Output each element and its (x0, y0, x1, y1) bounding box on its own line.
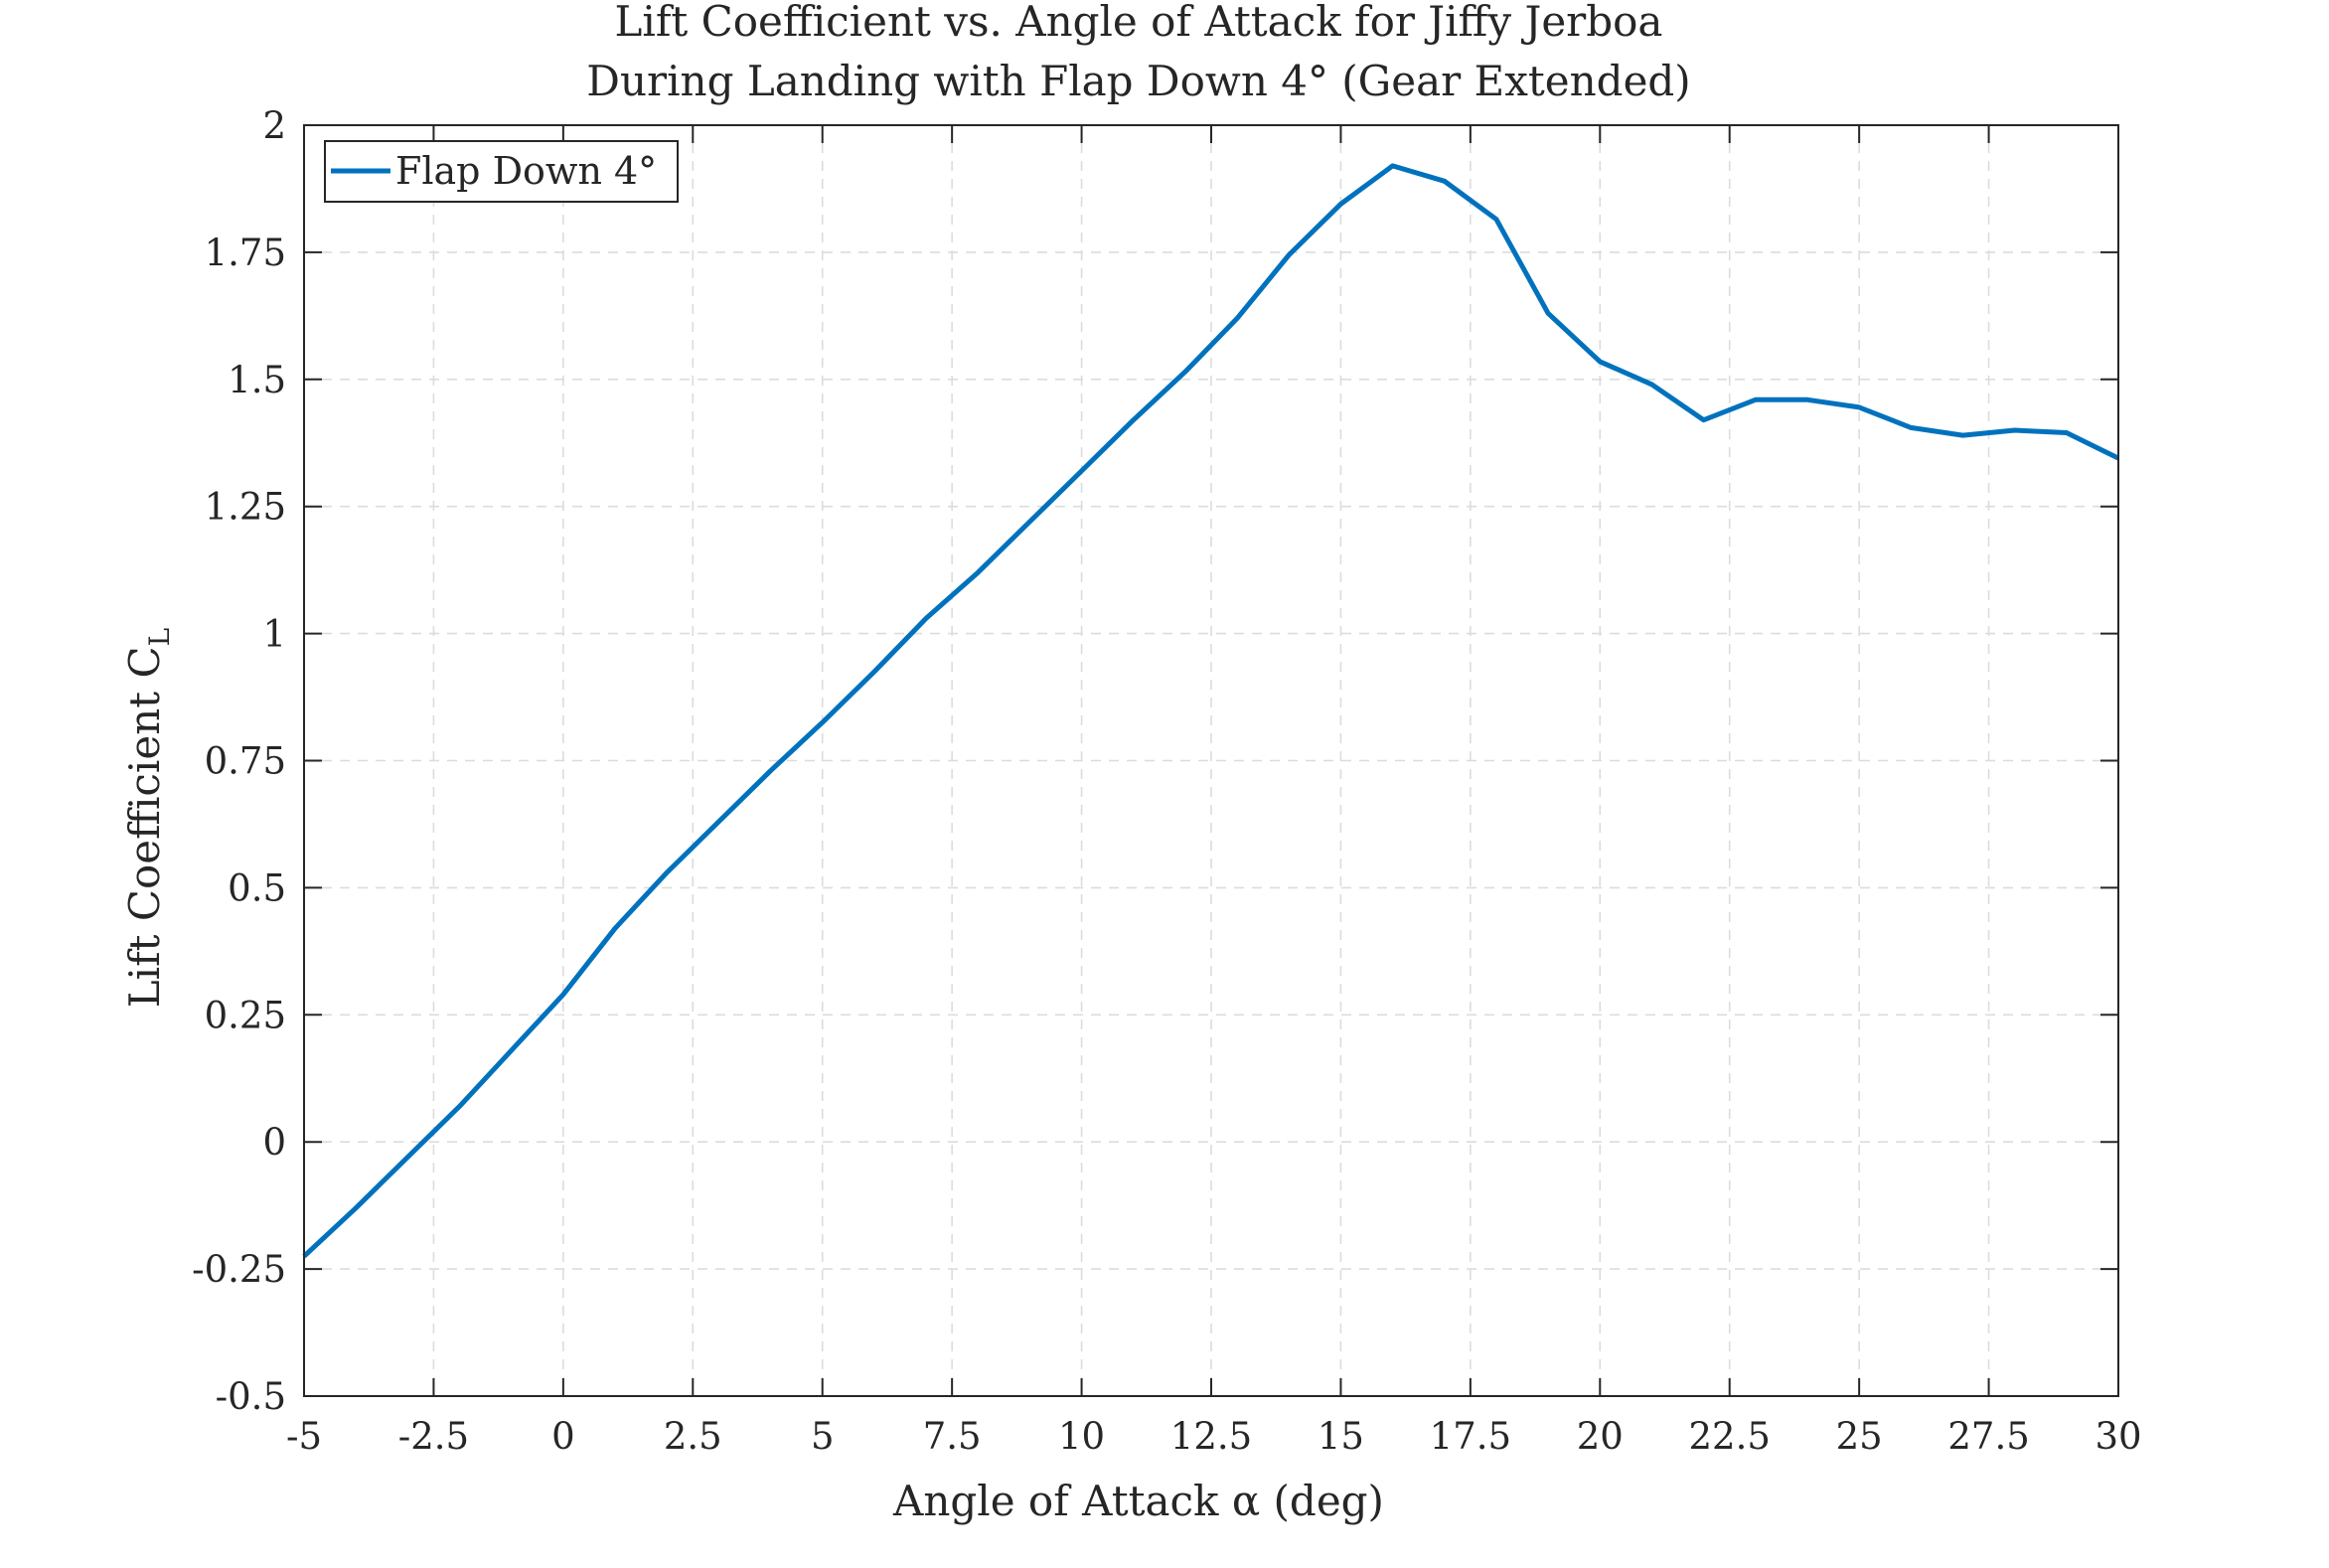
chart-title-line-1: Lift Coefficient vs. Angle of Attack for… (615, 0, 1663, 46)
y-tick-labels: -0.5 -0.25 0 0.25 0.5 0.75 1 1.25 1.5 1.75 2 (192, 104, 286, 1418)
y-tick-label: 0.75 (205, 740, 286, 783)
y-tick-label: 0.5 (228, 866, 286, 909)
series-line (302, 163, 2120, 1259)
x-tick-label: 27.5 (1947, 1415, 2029, 1458)
y-axis-label: Lift Coefficient CL (120, 628, 176, 1008)
x-tick-label: 5 (811, 1415, 835, 1458)
y-axis-label-subscript: L (143, 628, 176, 647)
y-tick-label: 1.25 (205, 486, 286, 529)
legend: Flap Down 4° (324, 140, 679, 203)
y-axis-label-main: Lift Coefficient C (120, 646, 169, 1008)
y-tick-label: 2 (262, 104, 286, 147)
x-tick-label: 0 (551, 1415, 575, 1458)
legend-entry-label: Flap Down 4° (395, 149, 657, 193)
grid (304, 125, 2118, 1396)
x-tick-labels: -5 -2.5 0 2.5 5 7.5 10 12.5 15 17.5 20 22.5 25 27.5 30 (286, 1415, 2142, 1458)
x-tick-label: 17.5 (1430, 1415, 1511, 1458)
x-tick-label: 12.5 (1170, 1415, 1252, 1458)
y-tick-label: -0.25 (192, 1248, 286, 1291)
x-tick-label: -5 (286, 1415, 322, 1458)
y-tick-label: -0.5 (216, 1375, 286, 1418)
x-tick-label: 2.5 (664, 1415, 722, 1458)
x-tick-label: -2.5 (398, 1415, 469, 1458)
y-tick-label: 1 (262, 613, 286, 656)
x-tick-label: 7.5 (923, 1415, 982, 1458)
y-tick-label: 1.5 (228, 359, 286, 401)
axis-ticks (303, 124, 2119, 1397)
x-tick-label: 30 (2095, 1415, 2141, 1458)
x-tick-label: 15 (1318, 1415, 1364, 1458)
x-tick-label: 22.5 (1689, 1415, 1771, 1458)
x-axis-label: Angle of Attack α (deg) (892, 1477, 1384, 1525)
x-tick-label: 25 (1836, 1415, 1883, 1458)
y-tick-label: 0 (262, 1121, 286, 1164)
x-tick-label: 20 (1577, 1415, 1624, 1458)
x-tick-label: 10 (1058, 1415, 1105, 1458)
y-tick-label: 1.75 (205, 232, 286, 274)
series-layer (302, 163, 2120, 1259)
y-tick-label: 0.25 (205, 994, 286, 1036)
chart-title-line-2: During Landing with Flap Down 4° (Gear E… (586, 57, 1690, 105)
